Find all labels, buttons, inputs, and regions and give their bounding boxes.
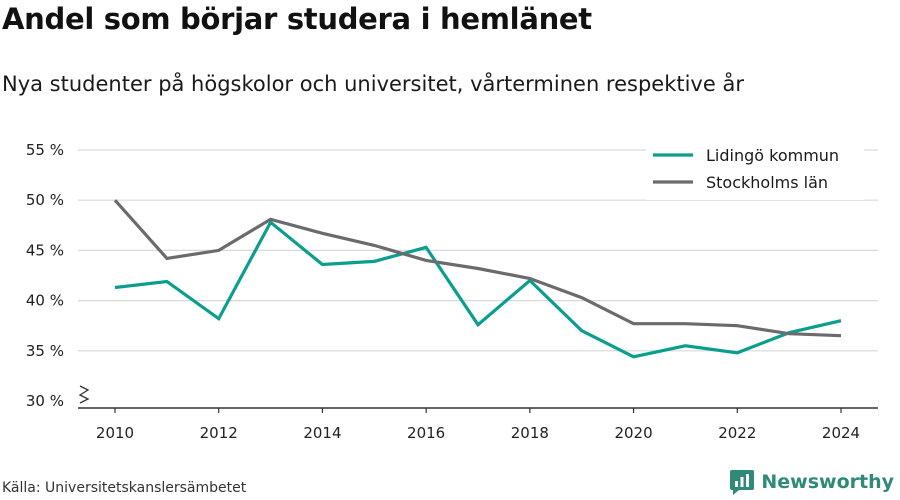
newsworthy-logo-icon [730, 470, 755, 495]
legend-background [646, 140, 864, 200]
axis-break-icon [78, 385, 90, 404]
y-tick-label: 30 % [26, 392, 64, 410]
legend: Lidingö kommun Stockholms län [646, 140, 864, 200]
x-tick-label: 2010 [96, 424, 134, 442]
x-tick-label: 2020 [614, 424, 652, 442]
source-note: Källa: Universitetskanslersämbetet [2, 480, 247, 496]
x-tick-label: 2012 [200, 424, 238, 442]
series-line-stockholm [113, 199, 842, 338]
x-tick-label: 2014 [303, 424, 341, 442]
y-tick-label: 45 % [26, 241, 64, 259]
chart-title: Andel som börjar studera i hemlänet [2, 2, 592, 36]
legend-label: Lidingö kommun [706, 146, 839, 165]
x-tick-label: 2022 [718, 424, 756, 442]
y-tick-label: 50 % [26, 191, 64, 209]
y-tick-label: 40 % [26, 292, 64, 310]
axes: 30 % 35 % 40 % 45 % 50 % 55 % 2010 2012 2014 2016… [26, 141, 878, 442]
series-lines [113, 199, 842, 359]
chart-subtitle: Nya studenter på högskolor och universit… [2, 72, 744, 96]
y-tick-label: 35 % [26, 342, 64, 360]
x-tick-label: 2018 [511, 424, 549, 442]
x-tick-label: 2024 [822, 424, 860, 442]
brand-name: Newsworthy [761, 471, 894, 493]
line-chart: 30 % 35 % 40 % 45 % 50 % 55 % 2010 2012 2014 2016… [26, 140, 878, 442]
series-line-lidingo [114, 219, 842, 359]
x-tick-label: 2016 [407, 424, 445, 442]
legend-label: Stockholms län [706, 173, 828, 192]
brand-logo: Newsworthy [729, 468, 894, 496]
y-tick-label: 55 % [26, 141, 64, 159]
